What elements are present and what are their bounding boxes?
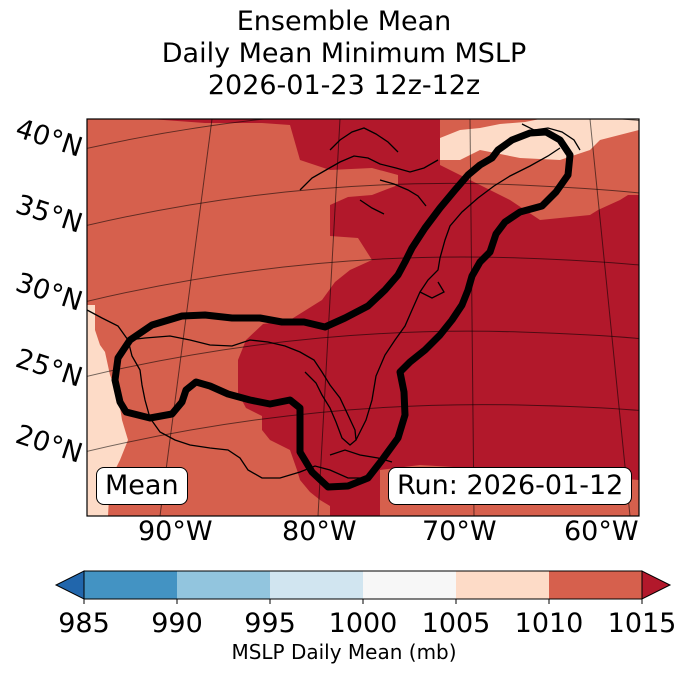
colorbar-tick-label: 1015: [608, 608, 677, 639]
colorbar-extend-low: [54, 570, 85, 600]
colorbar-label: MSLP Daily Mean (mb): [231, 640, 457, 664]
lat-label-40: 40°N: [12, 113, 86, 164]
pressure-field-light-gulf: [87, 305, 128, 516]
colorbar-extend-high: [641, 570, 672, 600]
pressure-contour-1015: [111, 128, 574, 491]
lat-label-20: 20°N: [12, 419, 86, 470]
colorbar-segment: [549, 571, 642, 599]
coastline: [87, 123, 581, 487]
colorbar-tick-label: 1010: [515, 608, 584, 639]
colorbar-segment: [363, 571, 456, 599]
title-line-1: Ensemble Mean: [236, 6, 452, 37]
colorbar-segment: [456, 571, 549, 599]
colorbar-tick-label: 995: [244, 608, 296, 639]
title-line-3: 2026-01-23 12z-12z: [207, 70, 481, 101]
title-line-2: Daily Mean Minimum MSLP: [161, 38, 527, 69]
colorbar-segment: [84, 571, 177, 599]
colorbar-tick-label: 990: [151, 608, 203, 639]
lon-label-80w: 80°W: [282, 516, 357, 547]
lon-label-90w: 90°W: [138, 516, 213, 547]
lat-label-35: 35°N: [12, 189, 86, 240]
pressure-field-light-north: [440, 119, 639, 160]
colorbar-segment: [270, 571, 363, 599]
colorbar-segment: [177, 571, 270, 599]
lon-label-60w: 60°W: [564, 516, 639, 547]
lat-label-25: 25°N: [12, 343, 86, 394]
run-date-label-box: Run: 2026-01-12: [388, 467, 633, 505]
mean-label-box: Mean: [96, 467, 188, 505]
colorbar-tick-label: 1000: [329, 608, 398, 639]
lon-label-70w: 70°W: [422, 516, 497, 547]
map-frame: [86, 118, 640, 517]
colorbar-tick-label: 1005: [422, 608, 491, 639]
colorbar-tick-label: 985: [58, 608, 110, 639]
map-panel: [87, 119, 639, 516]
lat-label-30: 30°N: [12, 267, 86, 318]
colorbar: 985 990 995 1000 1005 1010 1015: [54, 570, 677, 639]
